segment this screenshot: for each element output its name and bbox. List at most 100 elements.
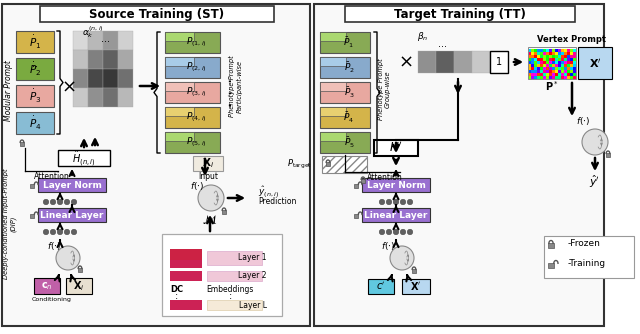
Text: Linear Layer: Linear Layer [364,210,428,219]
Bar [546,58,549,61]
Bar [531,49,534,52]
Bar [540,76,543,79]
Text: Deeply-conditioned Input-Prompt
(DIP): Deeply-conditioned Input-Prompt (DIP) [3,169,17,279]
Bar [570,76,573,79]
Bar [528,58,531,61]
Bar [573,70,576,73]
Bar [558,64,561,67]
Bar [552,76,555,79]
Bar [546,61,549,64]
Bar [564,58,567,61]
Bar [531,76,534,79]
Bar [564,49,567,52]
Text: $\dot{P}_4$: $\dot{P}_4$ [29,115,41,132]
Bar [543,61,546,64]
Bar [540,58,543,61]
Circle shape [71,229,77,235]
Bar [543,49,546,52]
Bar [528,52,531,55]
Bar [165,32,220,53]
Bar [564,64,567,67]
Bar [558,70,561,73]
Bar [193,156,223,171]
Circle shape [50,229,56,235]
Text: $f(\cdot)$: $f(\cdot)$ [190,180,204,192]
Text: $\bar{P}_2$: $\bar{P}_2$ [344,60,355,75]
Bar [540,49,543,52]
Bar [543,55,546,58]
Bar [320,82,370,103]
Bar [436,51,454,73]
Bar [578,47,612,79]
Bar [528,73,531,76]
Bar [353,184,358,188]
Bar [564,52,567,55]
Bar [118,31,133,50]
Text: Embeddings: Embeddings [206,285,253,294]
Bar [540,73,543,76]
Bar [543,58,546,61]
Bar [543,76,546,79]
Bar [546,64,549,67]
Bar [573,55,576,58]
Text: Layer Norm: Layer Norm [43,180,101,189]
Bar [320,107,346,117]
Bar [165,107,193,117]
Bar [567,73,570,76]
Bar [567,61,570,64]
Bar [548,263,554,268]
Circle shape [57,199,63,205]
Bar [570,55,573,58]
Circle shape [582,129,608,155]
Bar [165,82,220,103]
Circle shape [64,229,70,235]
Circle shape [400,229,406,235]
Text: ...: ... [100,34,109,44]
Bar [103,69,118,88]
Bar [534,73,537,76]
Bar [564,55,567,58]
Bar [170,300,202,310]
Bar [555,73,558,76]
Bar [528,64,531,67]
Bar [170,260,202,268]
Bar [537,64,540,67]
Bar [66,278,92,294]
Bar [165,57,220,78]
Bar [570,49,573,52]
Bar [552,64,555,67]
Bar [567,49,570,52]
Bar [170,271,202,281]
Bar [555,76,558,79]
Bar [564,73,567,76]
Text: $\mathbf{X}'$: $\mathbf{X}'$ [589,56,602,69]
Bar [320,132,370,153]
Bar [549,49,552,52]
Text: :: : [228,291,232,301]
Bar [165,57,193,66]
Text: $P_{(5,i)}$: $P_{(5,i)}$ [186,136,207,149]
Bar [540,52,543,55]
Text: $\times$: $\times$ [397,53,412,71]
Bar [537,49,540,52]
Bar [561,70,564,73]
Bar [552,55,555,58]
Bar [165,107,220,128]
Bar [546,52,549,55]
Bar [558,67,561,70]
Text: -Training: -Training [568,260,606,269]
Bar [490,51,508,73]
Bar [546,55,549,58]
Bar [546,67,549,70]
Bar [570,61,573,64]
Bar [165,82,193,92]
Bar [549,67,552,70]
Text: $c'$: $c'$ [376,281,386,292]
Bar [605,153,611,157]
Circle shape [386,199,392,205]
Bar [528,47,576,79]
Bar [540,70,543,73]
Bar [548,243,554,247]
Bar [549,61,552,64]
Bar [534,55,537,58]
